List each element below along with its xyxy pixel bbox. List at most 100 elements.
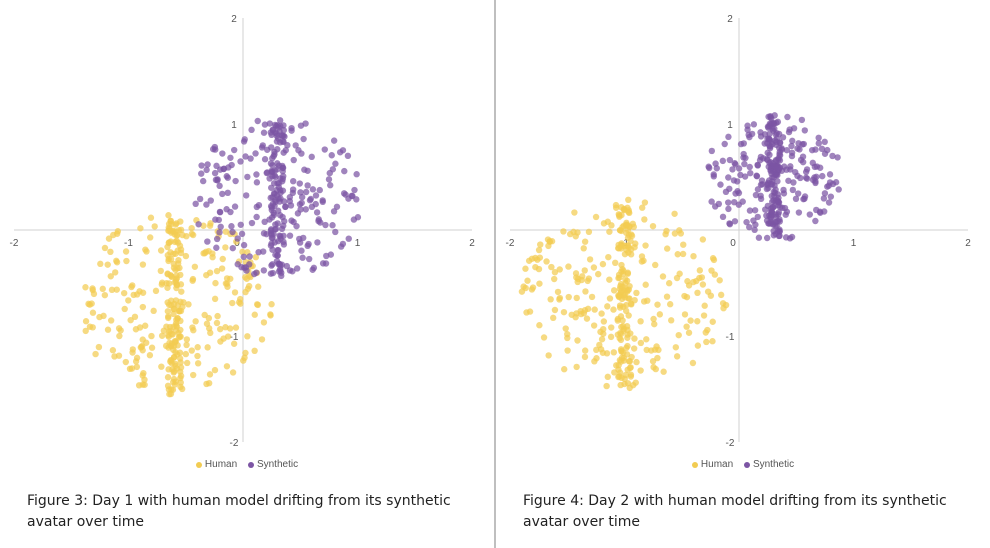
data-point-human (625, 358, 633, 365)
data-point-human (625, 196, 632, 204)
data-point-human (224, 333, 232, 340)
data-point-human (138, 343, 145, 351)
data-point-human (671, 210, 678, 217)
data-point-synthetic (782, 234, 790, 241)
data-point-synthetic (832, 179, 840, 186)
data-point-human (685, 282, 693, 289)
data-point-synthetic (282, 203, 289, 210)
data-point-synthetic (788, 149, 796, 156)
data-point-synthetic (708, 198, 715, 205)
data-point-human (571, 209, 578, 216)
data-point-synthetic (775, 198, 782, 206)
data-point-synthetic (278, 269, 285, 276)
legend-marker-synthetic (743, 461, 750, 468)
data-point-human (618, 288, 625, 295)
data-point-synthetic (783, 208, 791, 215)
data-point-human (578, 276, 585, 284)
data-point-synthetic (780, 186, 787, 194)
data-point-synthetic (288, 217, 295, 224)
data-point-human (158, 332, 166, 339)
data-point-human (701, 302, 708, 309)
data-point-human (683, 293, 691, 301)
legend-item-human: Human (195, 459, 237, 470)
y-tick-label: -2 (726, 438, 735, 449)
data-point-synthetic (801, 195, 808, 202)
figure-caption: Figure 4: Day 2 with human model driftin… (523, 493, 947, 530)
legend-label: Synthetic (256, 459, 299, 470)
data-point-human (598, 310, 605, 317)
data-point-synthetic (204, 161, 211, 168)
data-point-human (177, 307, 185, 315)
data-point-human (141, 381, 148, 388)
data-point-human (605, 253, 612, 261)
data-point-synthetic (316, 186, 323, 194)
data-point-human (627, 237, 634, 245)
data-point-synthetic (246, 253, 253, 260)
data-point-human (173, 284, 180, 292)
data-point-synthetic (234, 235, 241, 242)
data-point-synthetic (209, 145, 217, 153)
data-point-synthetic (215, 216, 223, 224)
data-point-human (620, 323, 627, 330)
data-point-human (136, 324, 144, 331)
data-point-synthetic (216, 182, 223, 190)
data-point-human (643, 346, 650, 354)
data-point-synthetic (227, 208, 234, 216)
data-point-human (665, 280, 673, 287)
data-point-synthetic (769, 198, 776, 206)
data-point-human (586, 256, 594, 263)
data-point-human (121, 305, 128, 313)
data-point-human (618, 261, 625, 269)
data-point-human (551, 269, 559, 276)
data-point-human (105, 235, 113, 242)
data-point-human (125, 297, 132, 304)
data-point-human (122, 358, 129, 366)
data-point-human (637, 367, 644, 374)
data-point-synthetic (726, 156, 734, 164)
data-point-synthetic (773, 138, 780, 146)
data-point-human (218, 265, 226, 272)
data-point-synthetic (244, 173, 251, 181)
data-point-human (622, 279, 629, 287)
data-point-human (213, 267, 221, 275)
data-point-synthetic (270, 209, 277, 217)
data-point-human (232, 324, 240, 331)
data-point-synthetic (763, 234, 771, 242)
data-point-human (86, 301, 93, 308)
data-point-synthetic (214, 177, 221, 184)
data-point-human (642, 242, 649, 249)
data-point-human (618, 204, 625, 211)
data-point-synthetic (783, 146, 791, 154)
data-point-human (177, 249, 185, 257)
data-point-synthetic (301, 166, 308, 173)
data-point-synthetic (330, 208, 338, 215)
data-point-synthetic (296, 180, 303, 187)
data-point-human (122, 248, 130, 255)
data-point-human (150, 307, 157, 315)
data-point-human (123, 257, 130, 265)
data-point-human (200, 222, 207, 229)
data-point-synthetic (819, 172, 826, 180)
data-point-synthetic (731, 198, 738, 206)
data-point-human (226, 325, 234, 332)
data-point-human (536, 280, 543, 287)
data-point-human (704, 288, 712, 295)
data-point-synthetic (211, 169, 219, 177)
x-tick-label: 2 (965, 238, 971, 249)
data-point-synthetic (757, 195, 765, 203)
data-point-synthetic (319, 198, 326, 206)
data-point-human (129, 346, 136, 353)
data-point-synthetic (339, 147, 347, 154)
data-point-human (663, 227, 670, 235)
data-point-human (671, 230, 679, 237)
data-point-synthetic (261, 156, 269, 163)
x-tick-label: -2 (506, 238, 515, 249)
data-point-synthetic (725, 133, 732, 141)
data-point-human (214, 312, 221, 320)
data-point-human (104, 261, 111, 268)
data-point-human (188, 230, 196, 238)
data-point-synthetic (333, 203, 341, 210)
data-point-synthetic (279, 175, 287, 183)
data-point-human (170, 310, 177, 318)
data-point-synthetic (266, 120, 274, 127)
